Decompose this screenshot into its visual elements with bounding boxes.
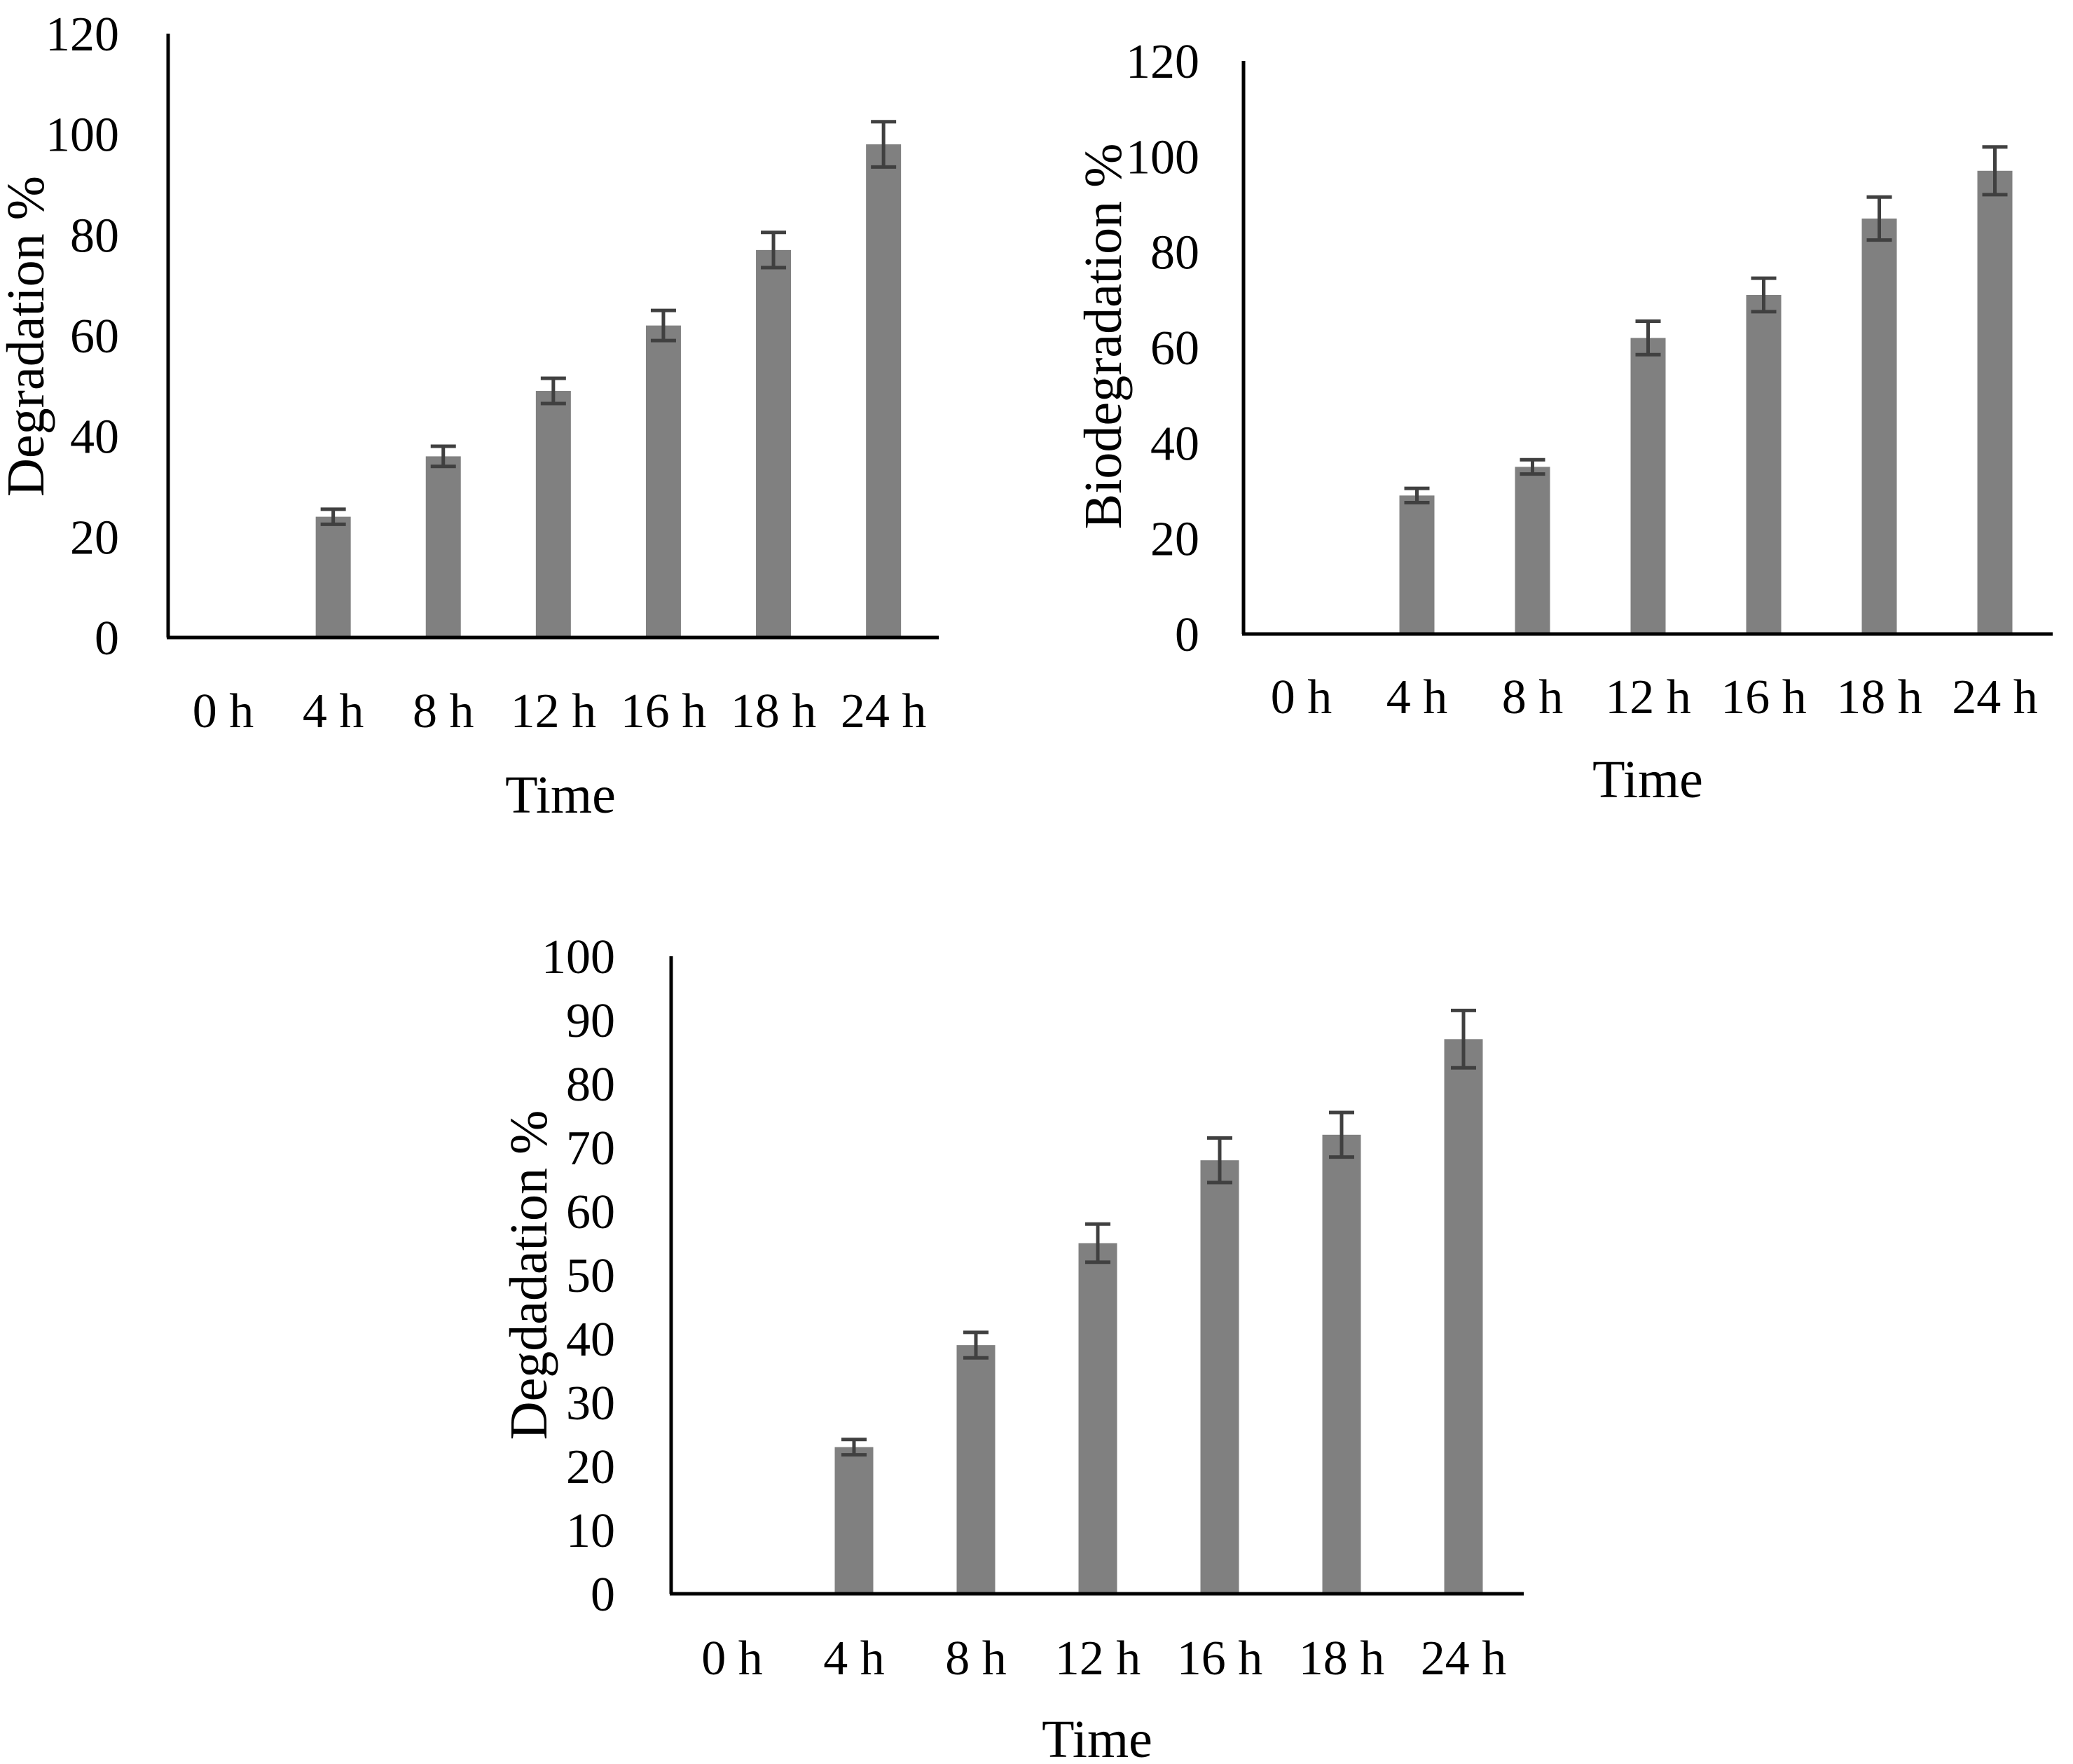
x-tick-label: 18 h bbox=[731, 684, 817, 738]
y-tick-label: 80 bbox=[566, 1058, 615, 1112]
x-tick-label: 18 h bbox=[1299, 1632, 1385, 1686]
bar-16h bbox=[1746, 295, 1782, 634]
y-tick-label: 20 bbox=[1150, 513, 1199, 567]
bar-16h bbox=[645, 325, 681, 638]
y-tick-label: 30 bbox=[566, 1377, 615, 1431]
bar-8h bbox=[425, 456, 461, 638]
bar-8h bbox=[956, 1345, 996, 1594]
error-bar bbox=[871, 120, 897, 169]
x-tick-label: 16 h bbox=[621, 684, 707, 738]
y-tick-label: 120 bbox=[46, 8, 119, 62]
error-bar bbox=[1866, 195, 1892, 242]
error-bar bbox=[1451, 1008, 1476, 1070]
x-tick-label: 24 h bbox=[841, 684, 927, 738]
y-tick-label: 0 bbox=[591, 1568, 615, 1622]
bar-4h bbox=[834, 1447, 874, 1594]
bar-18h bbox=[1861, 218, 1897, 634]
chart-panel-top-right: 0 h 4 h 8 h 12 h 16 h 18 h 24 h 0 20 40 60 80 100 120… bbox=[1074, 35, 2053, 809]
x-axis-title: Time bbox=[1042, 1710, 1152, 1764]
chart-panel-top-left: 0 h 4 h 8 h 12 h 16 h 18 h 24 h 0 20 40 60 80 100 120… bbox=[0, 8, 939, 825]
y-tick-label: 100 bbox=[542, 930, 615, 984]
error-bar bbox=[1751, 276, 1777, 314]
x-tick-label: 0 h bbox=[701, 1632, 763, 1686]
error-bar bbox=[963, 1330, 989, 1360]
error-bar bbox=[430, 444, 456, 469]
y-tick-label: 10 bbox=[566, 1504, 615, 1558]
bar-12h bbox=[535, 391, 571, 638]
y-tick-label: 60 bbox=[1150, 322, 1199, 375]
bar-18h bbox=[756, 249, 792, 638]
error-bar bbox=[1207, 1136, 1232, 1185]
error-bar bbox=[540, 376, 566, 406]
bar-4h bbox=[315, 516, 351, 638]
bar-4h bbox=[1399, 495, 1435, 634]
y-tick-label: 0 bbox=[95, 612, 119, 666]
x-tick-label: 12 h bbox=[1605, 670, 1691, 724]
error-bar bbox=[841, 1438, 867, 1457]
x-tick-label: 24 h bbox=[1952, 670, 2038, 724]
y-tick-label: 90 bbox=[566, 994, 615, 1048]
y-tick-label: 80 bbox=[1150, 226, 1199, 280]
y-tick-label: 40 bbox=[70, 411, 119, 464]
error-bar bbox=[1404, 486, 1430, 505]
x-tick-label: 8 h bbox=[1502, 670, 1564, 724]
bar-18h bbox=[1322, 1134, 1361, 1594]
x-tick-label: 8 h bbox=[945, 1632, 1007, 1686]
x-axis-title: Time bbox=[1592, 750, 1703, 809]
x-tick-label: 16 h bbox=[1721, 670, 1807, 724]
x-tick-label: 4 h bbox=[823, 1632, 885, 1686]
y-tick-label: 120 bbox=[1126, 35, 1199, 89]
y-tick-label: 40 bbox=[1150, 417, 1199, 471]
y-tick-label: 60 bbox=[70, 310, 119, 364]
bar-24h bbox=[1977, 170, 2013, 635]
y-tick-label: 50 bbox=[566, 1249, 615, 1303]
y-tick-label: 100 bbox=[46, 109, 119, 163]
x-tick-label: 16 h bbox=[1177, 1632, 1263, 1686]
y-tick-label: 60 bbox=[566, 1185, 615, 1239]
error-bar bbox=[1635, 319, 1661, 357]
y-tick-label: 40 bbox=[566, 1313, 615, 1367]
bar-16h bbox=[1200, 1160, 1239, 1594]
y-tick-label: 100 bbox=[1126, 130, 1199, 184]
y-axis-title: Biodegradation % bbox=[1074, 144, 1133, 530]
error-bar bbox=[1329, 1110, 1354, 1159]
y-tick-label: 0 bbox=[1175, 608, 1199, 662]
x-tick-label: 12 h bbox=[1055, 1632, 1141, 1686]
bar-24h bbox=[1444, 1039, 1483, 1594]
x-tick-label: 4 h bbox=[303, 684, 364, 738]
bar-8h bbox=[1515, 467, 1550, 634]
error-bar bbox=[1520, 457, 1545, 476]
x-tick-label: 0 h bbox=[193, 684, 254, 738]
y-tick-label: 20 bbox=[566, 1440, 615, 1494]
x-axis-title: Time bbox=[505, 766, 616, 825]
x-tick-label: 8 h bbox=[413, 684, 474, 738]
error-bar bbox=[320, 507, 346, 526]
x-tick-label: 18 h bbox=[1836, 670, 1922, 724]
x-tick-label: 0 h bbox=[1271, 670, 1332, 724]
y-tick-label: 70 bbox=[566, 1122, 615, 1176]
bar-12h bbox=[1078, 1243, 1117, 1594]
y-axis-title: Degradation % bbox=[0, 176, 55, 497]
y-tick-label: 20 bbox=[70, 511, 119, 565]
y-tick-label: 80 bbox=[70, 209, 119, 263]
x-tick-label: 24 h bbox=[1421, 1632, 1507, 1686]
error-bar bbox=[650, 308, 676, 343]
bar-24h bbox=[866, 144, 902, 638]
y-axis-title: Degdadation % bbox=[500, 1110, 558, 1440]
error-bar bbox=[1085, 1222, 1110, 1265]
error-bar bbox=[761, 230, 787, 270]
chart-panel-bottom: 0 h 4 h 8 h 12 h 16 h 18 h 24 h 0 10 20 30 40 50 60 70… bbox=[500, 930, 1524, 1764]
x-tick-label: 4 h bbox=[1386, 670, 1448, 724]
error-bar bbox=[1982, 145, 2008, 197]
bar-12h bbox=[1630, 338, 1666, 634]
x-tick-label: 12 h bbox=[511, 684, 597, 738]
